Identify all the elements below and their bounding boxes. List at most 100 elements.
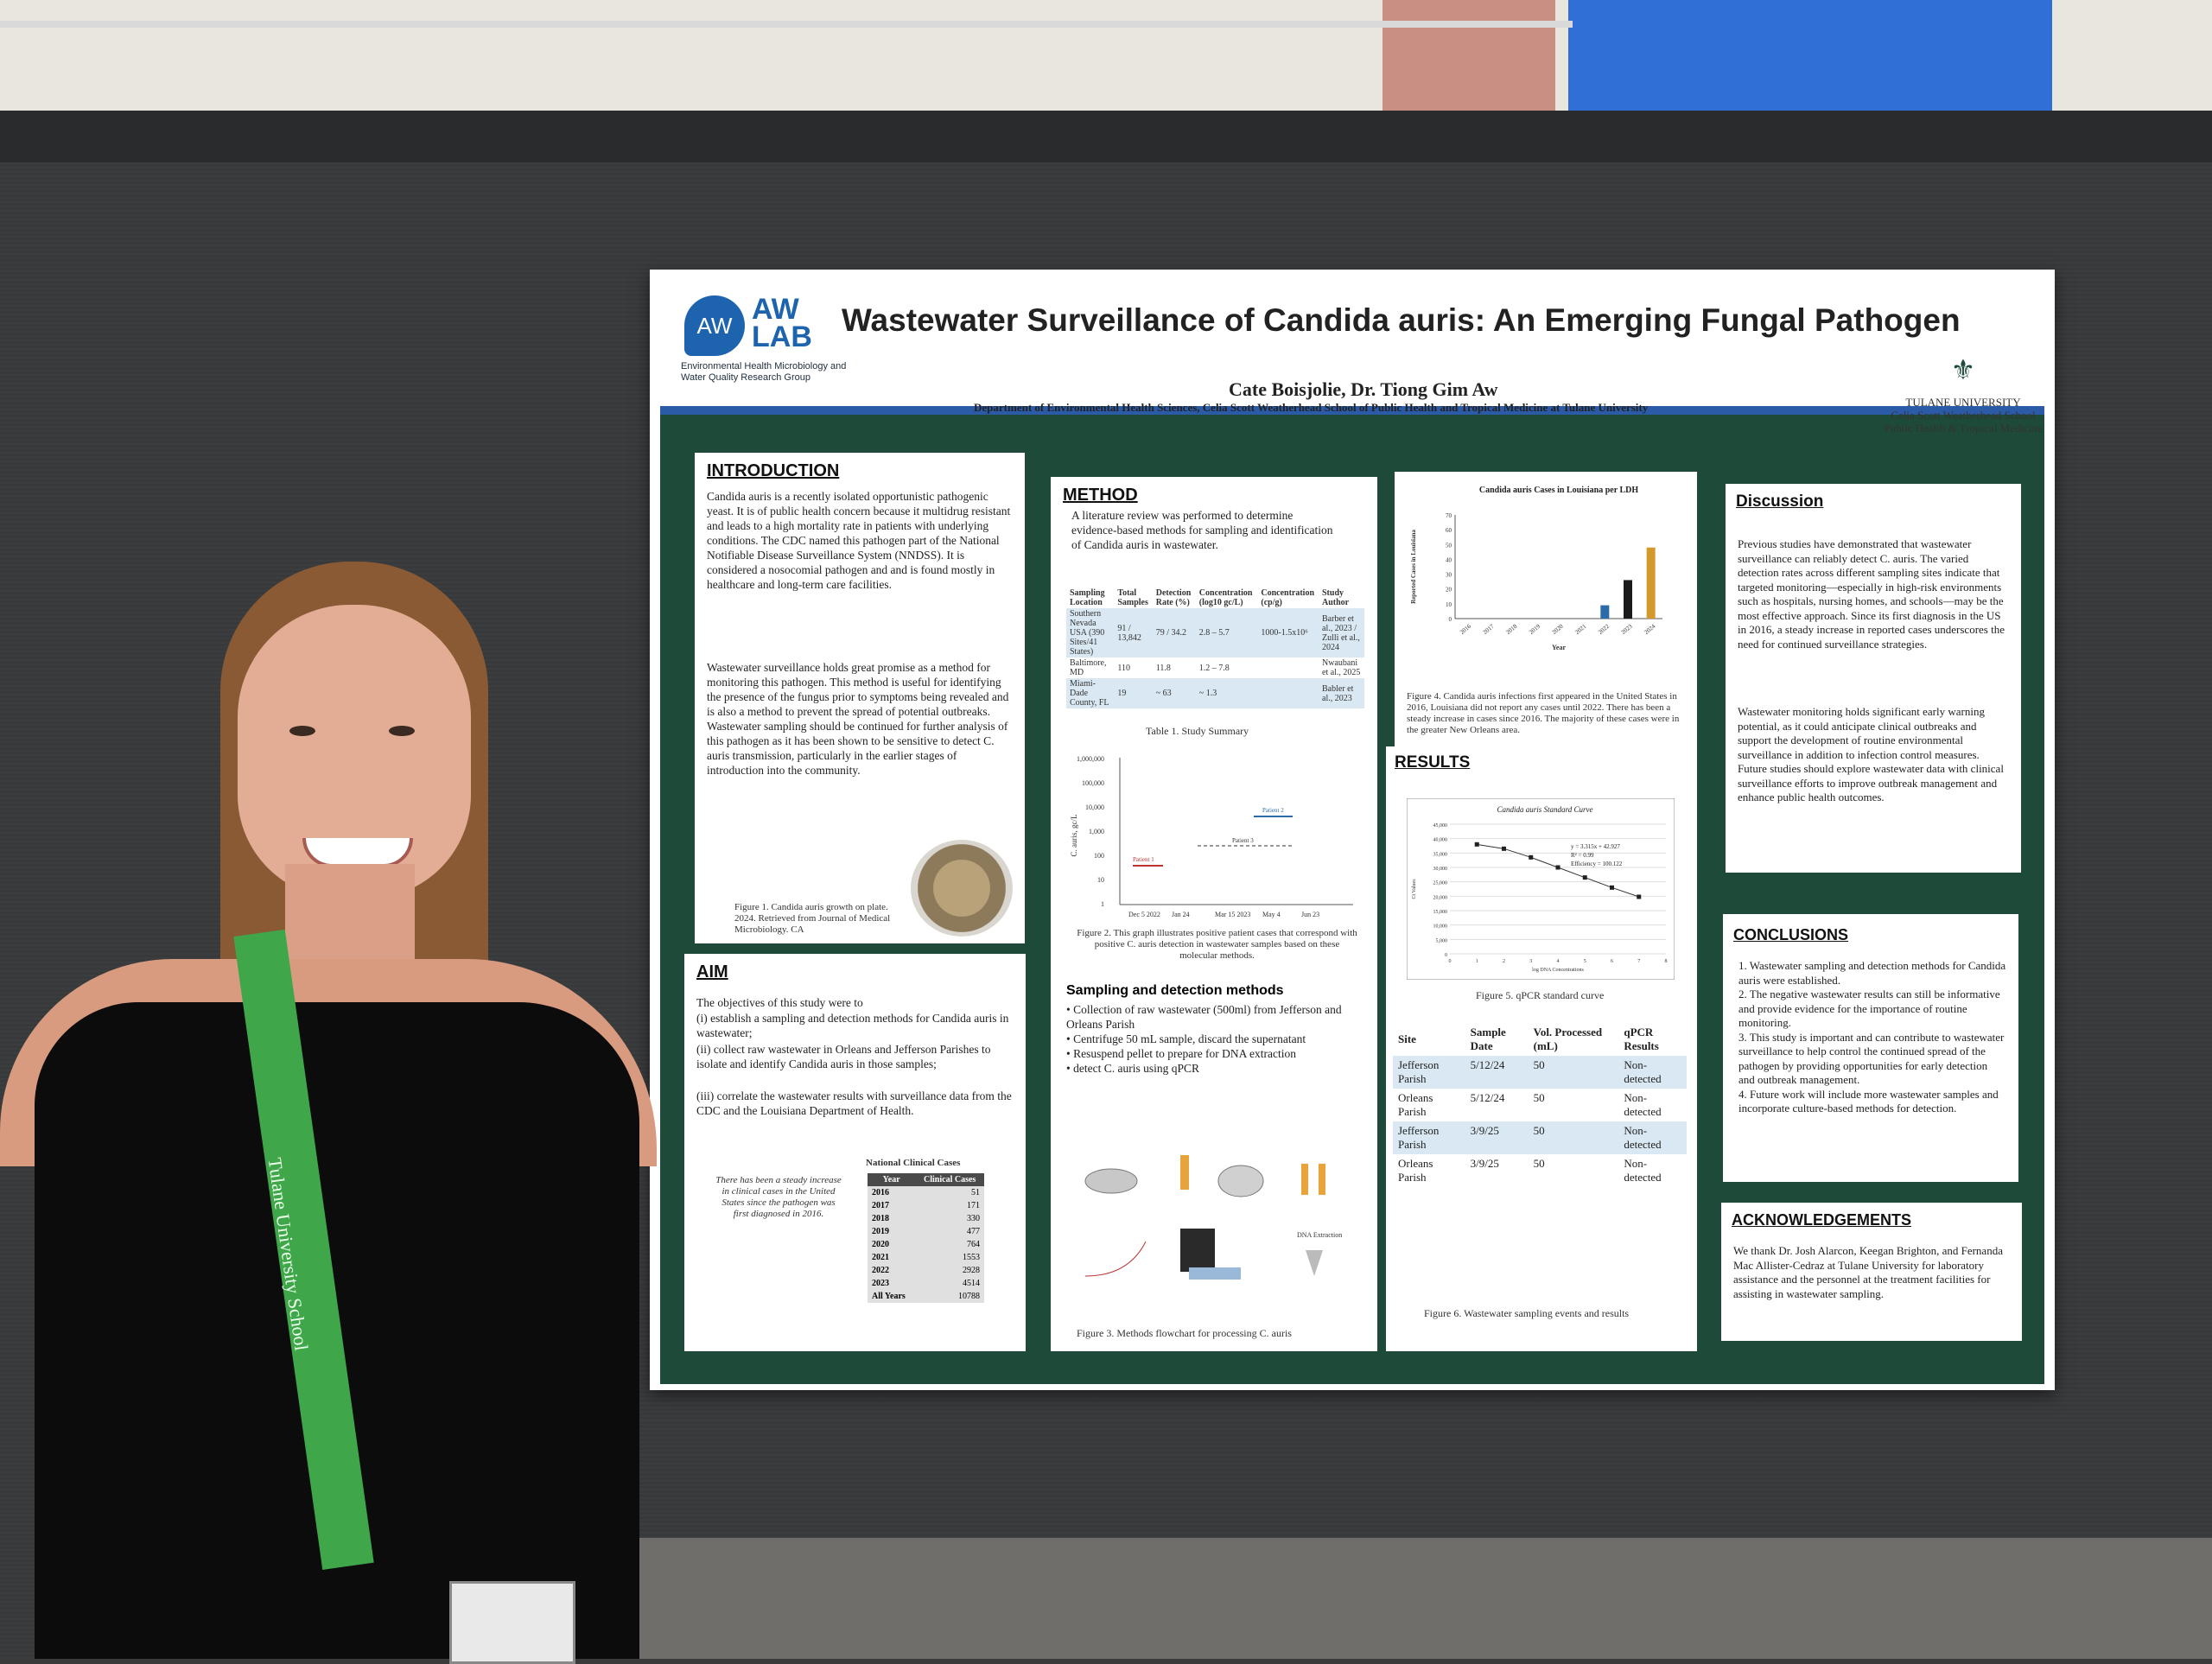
method-step: • detect C. auris using qPCR	[1066, 1062, 1199, 1075]
table-cell: ~ 63	[1152, 678, 1196, 708]
chart-frame	[1407, 798, 1675, 980]
table-cell: Non-detected	[1624, 1091, 1662, 1118]
data-point	[1529, 854, 1534, 860]
conclusions-panel: CONCLUSIONS 1. Wastewater sampling and d…	[1723, 914, 2018, 1182]
table-row: 2017 171	[868, 1199, 984, 1212]
table-header: Clinical Cases	[915, 1173, 984, 1186]
table-cell: 19	[1114, 678, 1153, 708]
table-cell: 2022	[868, 1264, 916, 1277]
university-name: TULANE UNIVERSITY	[1905, 396, 2021, 409]
tube-icon	[1180, 1155, 1189, 1190]
sampling-results-table: Site Sample Date Vol. Processed (mL) qPC…	[1393, 1023, 1687, 1187]
y-tick-label: 10	[1097, 876, 1104, 884]
introduction-paragraph-2: Wastewater surveillance holds great prom…	[707, 661, 1009, 777]
table-cell: 2016	[868, 1186, 916, 1199]
table-cell: 5/12/24	[1465, 1056, 1529, 1089]
table-cell: Orleans Parish	[1398, 1157, 1433, 1184]
tube-icon	[1319, 1164, 1325, 1195]
annotation: y = 3.315x + 42.927	[1571, 843, 1620, 850]
acknowledgements-heading: ACKNOWLEDGEMENTS	[1732, 1211, 1911, 1229]
y-axis-label: C. auris, gc/L	[1070, 815, 1078, 857]
centrifuge-icon	[1217, 1165, 1264, 1197]
tube-icon	[1301, 1164, 1308, 1195]
annotation: R² = 0.99	[1571, 852, 1594, 859]
table-header: Site	[1398, 1032, 1416, 1045]
y-tick-label: 20	[1446, 587, 1452, 594]
table-1-caption: Table 1. Study Summary	[1146, 725, 1249, 737]
method-step: • Collection of raw wastewater (500ml) f…	[1066, 1003, 1342, 1031]
method-step-text: Centrifuge 50 mL sample, discard the sup…	[1073, 1032, 1306, 1045]
conclusion-item: 3. This study is important and can contr…	[1738, 1030, 2005, 1087]
method-intro: A literature review was performed to det…	[1071, 509, 1333, 551]
table-row: Orleans Parish 3/9/25 50 Non-detected	[1393, 1154, 1687, 1187]
table-cell: 91 / 13,842	[1114, 608, 1153, 657]
y-tick-label: 10	[1446, 601, 1452, 608]
y-tick-label: 100	[1094, 852, 1104, 860]
poster-title: Wastewater Surveillance of Candida auris…	[842, 302, 1961, 338]
method-step: • Resuspend pellet to prepare for DNA ex…	[1066, 1047, 1297, 1060]
y-tick-label: 5,000	[1436, 938, 1448, 943]
x-tick-label: 8	[1665, 959, 1668, 964]
introduction-heading: INTRODUCTION	[707, 461, 840, 480]
bar	[1600, 605, 1610, 619]
person-smile	[302, 838, 413, 867]
table-cell: 50	[1528, 1121, 1619, 1154]
figure-5-caption: Figure 5. qPCR standard curve	[1476, 989, 1605, 1001]
table-cell: 2018	[868, 1212, 916, 1225]
y-tick-label: 60	[1446, 527, 1452, 534]
table-cell	[1257, 678, 1319, 708]
university-school: Celia Scott Weatherhead School Public He…	[1884, 409, 2043, 435]
data-point	[1502, 846, 1506, 851]
introduction-paragraph-1: Candida auris is a recently isolated opp…	[707, 490, 1011, 591]
y-tick-label: 70	[1446, 512, 1452, 519]
petri-dish-image	[911, 840, 1013, 937]
x-tick-label: May 4	[1262, 911, 1281, 918]
table-row: Baltimore, MD 110 11.8 1.2 – 7.8 Nwaubani et…	[1066, 657, 1364, 678]
table-cell: 2021	[868, 1251, 916, 1264]
chart-title: Candida auris Standard Curve	[1497, 805, 1593, 814]
table-cell: Non-detected	[1618, 1056, 1687, 1089]
louisiana-cases-bar-chart: Candida auris Cases in Louisiana per LDH…	[1410, 486, 1662, 651]
table-cell: 11.8	[1155, 663, 1171, 673]
y-tick-label: 40	[1446, 556, 1452, 563]
method-step: • Centrifuge 50 mL sample, discard the s…	[1066, 1032, 1306, 1045]
y-tick-label: 35,000	[1433, 852, 1448, 857]
table-cell: 1000-1.5x10⁶	[1257, 608, 1319, 657]
aim-objective-3: (iii) correlate the wastewater results w…	[696, 1089, 1012, 1117]
acknowledgements-text: We thank Dr. Josh Alarcon, Keegan Bright…	[1733, 1244, 2003, 1300]
method-heading: METHOD	[1063, 486, 1138, 505]
conclusions-list: 1. Wastewater sampling and detection met…	[1738, 959, 2006, 1116]
data-point	[1582, 875, 1587, 880]
methods-flowchart: DNA Extraction	[1084, 1155, 1342, 1280]
data-point	[1555, 865, 1560, 870]
patient-label: Patient 2	[1262, 807, 1284, 814]
table-header: Sampling Location	[1070, 588, 1105, 607]
table-cell: Barber et al., 2023 / Zulli et al., 2024	[1319, 608, 1364, 657]
figure-3-caption: Figure 3. Methods flowchart for processi…	[1077, 1327, 1292, 1339]
qpcr-machine-icon	[1180, 1229, 1215, 1272]
table-cell: 50	[1533, 1091, 1545, 1104]
tulane-logo-icon: ⚜	[1950, 354, 1976, 385]
x-tick-label: 2018	[1504, 623, 1518, 636]
patient-label: Patient 1	[1133, 856, 1154, 863]
table-row: 2020 764	[868, 1238, 984, 1251]
data-point	[1610, 885, 1614, 890]
table-row: 2023 4514	[868, 1277, 984, 1290]
bar	[1624, 580, 1632, 619]
clinical-cases-note: There has been a steady increase in clin…	[715, 1175, 842, 1219]
tank-icon	[1084, 1168, 1138, 1194]
x-tick-label: Dec 5 2022	[1128, 911, 1160, 918]
amplification-curve-icon	[1084, 1241, 1147, 1277]
table-row: Southern Nevada USA (390 Sites/41 States…	[1066, 608, 1364, 657]
table-header: Detection Rate (%)	[1155, 588, 1192, 607]
y-tick-label: 1,000,000	[1077, 755, 1104, 763]
method-panel: METHOD A literature review was performed…	[1051, 477, 1377, 1351]
logo-subtitle: Environmental Health Microbiology and Wa…	[681, 361, 847, 383]
method-step-text: detect C. auris using qPCR	[1073, 1062, 1199, 1075]
table-cell: 330	[915, 1212, 984, 1225]
table-row: Jefferson Parish 3/9/25 50 Non-detected	[1393, 1121, 1687, 1154]
figure-2-plot: 1,000,000 100,000 10,000 1,000 100 10 1 …	[1070, 755, 1353, 918]
name-badge	[449, 1581, 575, 1664]
y-tick-label: 100,000	[1082, 779, 1104, 787]
sampling-methods-heading: Sampling and detection methods	[1066, 983, 1284, 998]
